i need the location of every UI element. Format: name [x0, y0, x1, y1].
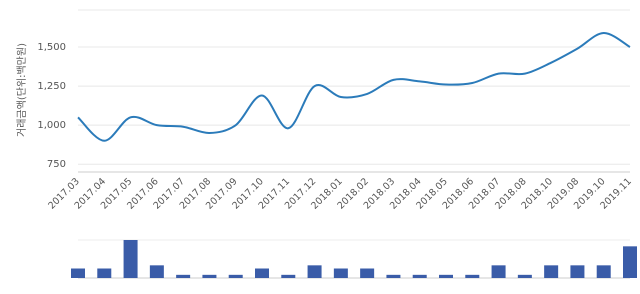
- volume-bar: [149, 265, 164, 278]
- y-tick-label: 1,250: [37, 81, 66, 92]
- volume-bar: [176, 274, 191, 278]
- y-tick-label: 1,000: [37, 120, 66, 131]
- volume-bar: [202, 274, 217, 278]
- volume-bar: [491, 265, 506, 278]
- y-tick-label: 1,500: [37, 42, 66, 53]
- volume-bar: [97, 268, 112, 278]
- volume-bar: [123, 240, 138, 278]
- volume-bar: [465, 274, 480, 278]
- volume-bar: [307, 265, 322, 278]
- price-line: [77, 31, 631, 142]
- volume-bar: [412, 274, 427, 278]
- volume-bar: [544, 265, 559, 278]
- volume-bar: [517, 274, 532, 278]
- volume-bar: [228, 274, 243, 278]
- volume-bar: [570, 265, 585, 278]
- y-tick-label: 750: [47, 159, 66, 170]
- volume-bar: [596, 265, 611, 278]
- y-axis-label: 거래금액(단위:백만원): [15, 43, 28, 137]
- volume-bar: [386, 274, 401, 278]
- volume-bar: [255, 268, 269, 278]
- volume-bar: [439, 274, 453, 278]
- volume-bar: [360, 268, 375, 278]
- volume-bar: [281, 274, 296, 278]
- volume-bar: [623, 246, 637, 278]
- volume-bar: [71, 268, 85, 278]
- volume-bar: [333, 268, 348, 278]
